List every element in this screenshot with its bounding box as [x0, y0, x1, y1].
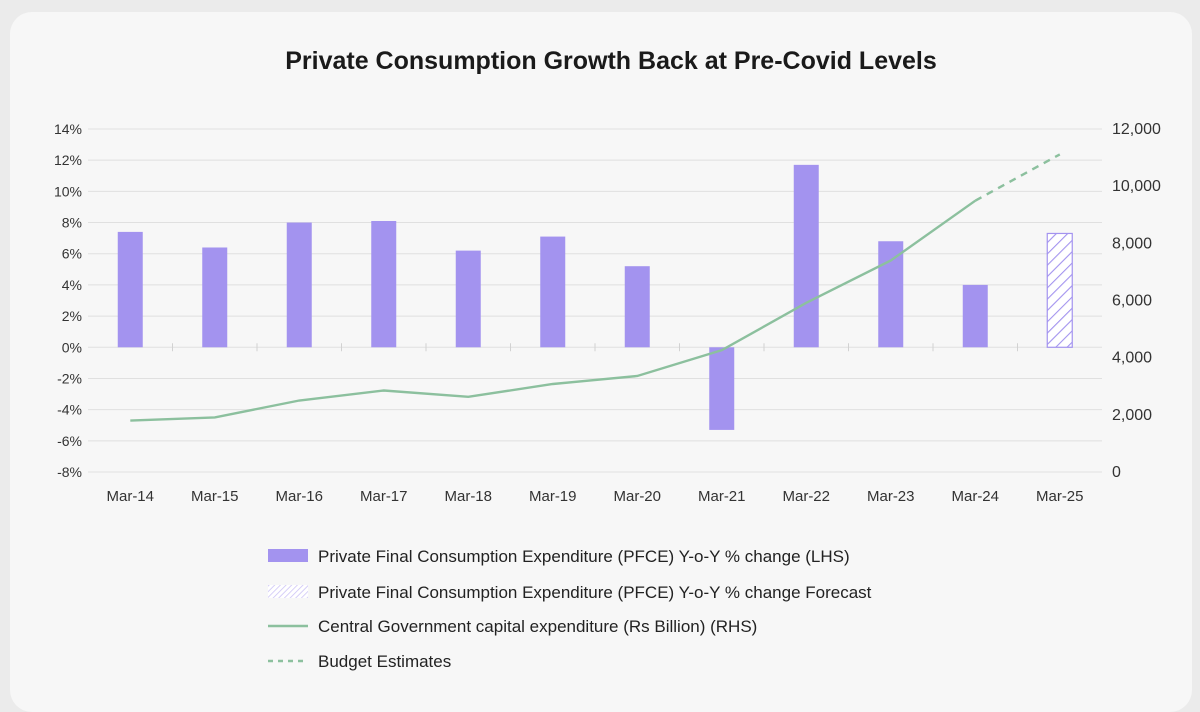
chart-svg: Private Consumption Growth Back at Pre-C…: [54, 47, 1161, 671]
left-axis-tick-label: -8%: [57, 464, 82, 480]
left-axis-tick-label: 10%: [54, 183, 82, 199]
right-axis-tick-label: 2,000: [1112, 407, 1152, 424]
x-axis-tick-label: Mar-15: [191, 488, 239, 505]
bar: [709, 347, 735, 430]
grid-lines: [88, 128, 1102, 473]
left-axis-tick-label: -6%: [57, 433, 82, 449]
right-axis-tick-label: 4,000: [1112, 350, 1152, 367]
capex-line: [130, 199, 976, 422]
legend-swatch-bar: [268, 549, 308, 562]
right-axis-tick-label: 0: [1112, 464, 1121, 481]
chart-card: Private Consumption Growth Back at Pre-C…: [10, 12, 1192, 712]
left-axis-tick-label: 2%: [62, 308, 82, 324]
x-axis-tick-label: Mar-18: [444, 488, 492, 505]
right-axis-tick-label: 8,000: [1112, 235, 1152, 252]
x-axis-tick-label: Mar-24: [951, 488, 999, 505]
left-axis-tick-label: 8%: [62, 215, 82, 231]
x-axis-tick-label: Mar-17: [360, 488, 408, 505]
x-axis-tick-label: Mar-19: [529, 488, 577, 505]
legend-swatch-forecast: [268, 585, 308, 598]
bars: [117, 164, 1073, 430]
bar: [962, 284, 988, 348]
bar: [878, 241, 904, 348]
bar: [624, 266, 650, 348]
right-axis-tick-label: 12,000: [1112, 121, 1161, 138]
legend-label: Central Government capital expenditure (…: [318, 617, 757, 636]
lines: [130, 153, 1061, 422]
x-axis-tick-label: Mar-22: [782, 488, 830, 505]
right-axis-tick-label: 10,000: [1112, 178, 1161, 195]
legend-label: Private Final Consumption Expenditure (P…: [318, 547, 850, 566]
bar: [455, 250, 481, 348]
left-axis-tick-label: 14%: [54, 121, 82, 137]
left-axis-tick-label: 4%: [62, 277, 82, 293]
left-axis-tick-label: -4%: [57, 402, 82, 418]
x-axis-tick-label: Mar-20: [613, 488, 661, 505]
x-axis-tick-label: Mar-14: [106, 488, 154, 505]
budget-estimate-line: [974, 153, 1061, 202]
forecast-bar: [1046, 232, 1073, 348]
legend-label: Private Final Consumption Expenditure (P…: [318, 583, 872, 602]
bar: [286, 222, 312, 348]
legend-label: Budget Estimates: [318, 652, 451, 671]
chart-title: Private Consumption Growth Back at Pre-C…: [285, 47, 937, 75]
left-axis-tick-label: 0%: [62, 339, 82, 355]
bar: [117, 231, 143, 348]
x-axis-tick-label: Mar-16: [275, 488, 323, 505]
bar: [371, 220, 397, 348]
right-axis-tick-label: 6,000: [1112, 293, 1152, 310]
x-axis-tick-label: Mar-25: [1036, 488, 1084, 505]
bar: [202, 247, 228, 348]
axes: 14% 12% 10% 8% 6% 4% 2% 0% -2% -4% -6% -8% 12,000 10,…: [54, 121, 1161, 505]
left-axis-tick-label: 12%: [54, 152, 82, 168]
legend: Private Final Consumption Expenditure (P…: [268, 547, 872, 671]
left-axis-tick-label: 6%: [62, 246, 82, 262]
bar: [540, 236, 566, 348]
left-axis-tick-label: -2%: [57, 370, 82, 386]
x-axis-tick-label: Mar-21: [698, 488, 746, 505]
x-axis-tick-label: Mar-23: [867, 488, 915, 505]
bar: [793, 164, 819, 348]
